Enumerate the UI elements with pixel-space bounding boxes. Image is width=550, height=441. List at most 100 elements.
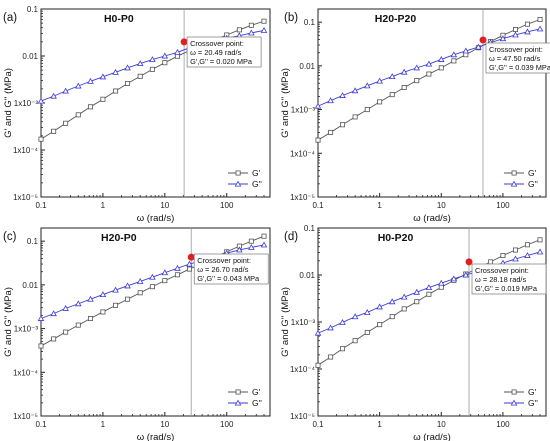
data-point-gprime: [401, 306, 407, 312]
data-point-gprime: [125, 80, 131, 86]
data-point-gprime: [137, 73, 143, 79]
data-point-gdouble: [174, 264, 181, 271]
x-axis-title: ω (rad/s): [413, 432, 451, 441]
y-tick-label: 0.1: [27, 237, 39, 246]
data-point-gdouble: [351, 313, 359, 320]
data-point-gdouble: [37, 97, 45, 104]
data-point-gdouble: [260, 27, 268, 33]
panel-tag: (a): [3, 12, 17, 24]
data-point-gprime: [377, 99, 383, 105]
y-tick-label: 1x10⁻³: [291, 106, 316, 115]
x-tick-label: 100: [496, 420, 510, 429]
data-point-gdouble: [74, 82, 82, 89]
data-point-gprime: [328, 354, 334, 360]
data-point-gdouble: [136, 60, 144, 67]
data-point-gdouble: [425, 60, 433, 67]
data-point-gdouble: [400, 68, 408, 75]
crossover-modulus: G',G'' = 0.039 MPa: [489, 63, 550, 72]
panel-title: H0-P20: [378, 232, 414, 244]
x-tick-label: 0.1: [35, 201, 47, 210]
data-point-gprime: [149, 66, 155, 72]
crossover-annotation-box: [485, 42, 550, 74]
data-point-gprime: [315, 362, 321, 368]
data-point-gdouble: [62, 304, 69, 311]
data-point-gdouble: [339, 318, 346, 325]
data-point-gprime: [524, 21, 530, 27]
data-point-gdouble: [37, 315, 45, 321]
x-tick-label: 10: [437, 420, 446, 429]
data-point-gprime: [426, 71, 432, 77]
panel-tag: (b): [284, 12, 298, 24]
data-point-gdouble: [499, 35, 507, 42]
y-tick-label: 1x10⁻⁵: [13, 412, 38, 421]
data-point-gdouble: [62, 87, 69, 94]
crossover-modulus: G',G'' = 0.020 MPa: [190, 57, 253, 66]
data-point-gdouble: [50, 310, 57, 317]
data-point-gdouble: [524, 28, 531, 35]
y-tick-label: 1x10⁻⁴: [290, 149, 316, 158]
y-tick-label: 1x10⁻⁴: [290, 365, 316, 374]
panel-title: H20-P0: [101, 232, 137, 244]
crossover-label: Crossover point:: [489, 45, 543, 54]
data-point-gdouble: [388, 298, 396, 305]
x-tick-label: 1: [101, 201, 106, 210]
x-tick-label: 1: [377, 201, 382, 210]
data-point-gprime: [38, 343, 44, 349]
chart-panel-a: 0.1 1 10 100 1x10⁻⁵ 1x10⁻⁴ 1x10⁻³ 0.01 0.1 ω (rad…: [3, 5, 271, 224]
legend-label: G': [252, 387, 261, 397]
x-tick-label: 10: [160, 420, 169, 429]
data-point-gdouble: [248, 243, 255, 250]
legend-label: G': [252, 168, 261, 178]
data-point-gdouble: [450, 275, 458, 282]
crossover-point: [465, 258, 473, 266]
data-point-gprime: [364, 329, 370, 335]
data-point-gdouble: [376, 303, 383, 310]
data-point-gprime: [100, 309, 106, 315]
data-point-gdouble: [149, 56, 156, 63]
data-point-gprime: [174, 272, 180, 278]
data-point-gdouble: [161, 269, 169, 276]
y-tick-label: 1x10⁻³: [14, 325, 39, 334]
data-point-gdouble: [186, 260, 193, 267]
data-point-gprime: [438, 284, 444, 290]
data-point-gdouble: [437, 56, 445, 62]
data-point-gprime: [414, 78, 420, 84]
x-tick-label: 100: [220, 420, 234, 429]
data-point-gdouble: [413, 288, 421, 295]
data-point-gdouble: [462, 271, 470, 278]
legend-marker-gprime: [235, 389, 241, 395]
y-tick-label: 0.01: [299, 271, 315, 280]
data-point-gdouble: [363, 82, 371, 89]
data-point-gdouble: [112, 286, 119, 293]
data-point-gdouble: [50, 92, 57, 99]
data-point-gprime: [63, 120, 69, 126]
panel-tag: (d): [284, 231, 298, 243]
data-point-gdouble: [314, 102, 322, 109]
data-point-gprime: [125, 296, 131, 302]
crossover-omega: ω = 20.49 rad/s: [190, 48, 241, 57]
data-point-gprime: [389, 314, 395, 320]
y-tick-label: 1x10⁻⁵: [13, 193, 38, 202]
data-point-gprime: [63, 329, 69, 335]
plot-frame: [317, 8, 547, 198]
data-point-gdouble: [236, 246, 243, 253]
x-axis-title: ω (rad/s): [413, 213, 451, 224]
data-point-gprime: [414, 299, 420, 305]
data-point-gprime: [401, 84, 407, 90]
crossover-annotation-box: [471, 263, 547, 295]
crossover-label: Crossover point:: [197, 256, 251, 265]
crossover-omega: ω = 26.70 rad/s: [197, 265, 248, 274]
y-tick-label: 0.1: [304, 224, 316, 233]
y-tick-label: 1x10⁻⁵: [290, 193, 315, 202]
data-point-gprime: [87, 104, 93, 110]
y-tick-label: 1x10⁻³: [291, 318, 316, 327]
crossover-omega: ω = 28.18 rad/s: [475, 275, 526, 284]
data-point-gprime: [162, 60, 168, 66]
data-point-gprime: [149, 284, 155, 290]
data-point-gdouble: [437, 279, 445, 286]
data-point-gprime: [75, 112, 81, 118]
panel-title: H20-P20: [375, 13, 417, 25]
crossover-annotation-box: [193, 253, 269, 285]
data-point-gdouble: [99, 73, 107, 80]
